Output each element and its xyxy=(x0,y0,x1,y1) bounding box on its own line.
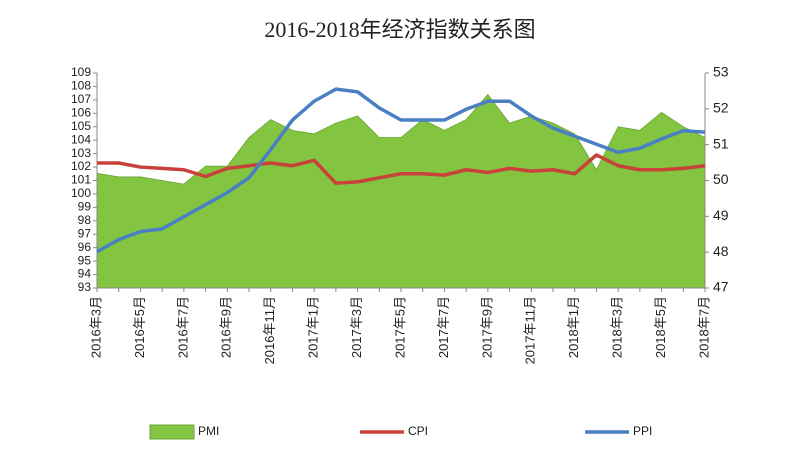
y-tick-label: 100 xyxy=(71,186,91,200)
y2-tick-label: 52 xyxy=(713,100,729,116)
y-tick-label: 106 xyxy=(71,105,91,119)
y-tick-label: 109 xyxy=(71,65,91,79)
x-tick-label: 2016年3月 xyxy=(88,296,103,358)
x-tick-label: 2017年7月 xyxy=(436,296,451,358)
legend-label: PMI xyxy=(198,424,219,438)
y2-tick-label: 48 xyxy=(713,243,729,259)
x-tick-label: 2016年9月 xyxy=(219,296,234,358)
y-tick-label: 101 xyxy=(71,173,91,187)
legend-swatch xyxy=(149,424,195,440)
y-tick-label: 103 xyxy=(71,146,91,160)
y-tick-label: 108 xyxy=(71,79,91,93)
y2-tick-label: 47 xyxy=(713,279,729,295)
y-tick-label: 97 xyxy=(78,226,92,240)
chart-title: 2016-2018年经济指数关系图 xyxy=(264,17,535,42)
ppi-line xyxy=(96,87,706,254)
x-tick-label: 2016年7月 xyxy=(175,296,190,358)
y-tick-label: 107 xyxy=(71,92,91,106)
x-tick-label: 2018年7月 xyxy=(696,296,711,358)
x-tick-label: 2017年9月 xyxy=(479,296,494,358)
x-tick-label: 2017年11月 xyxy=(523,296,538,364)
y2-tick-label: 50 xyxy=(713,171,729,187)
y-tick-label: 102 xyxy=(71,159,91,173)
y-tick-label: 93 xyxy=(78,280,92,294)
y-tick-label: 96 xyxy=(78,240,92,254)
y2-tick-label: 49 xyxy=(713,207,729,223)
cpi-line xyxy=(97,153,706,185)
x-tick-label: 2018年5月 xyxy=(653,296,668,358)
legend-label: PPI xyxy=(633,424,652,438)
x-tick-label: 2017年5月 xyxy=(392,296,407,358)
x-tick-label: 2017年3月 xyxy=(349,296,364,358)
x-tick-label: 2018年3月 xyxy=(610,296,625,358)
y-tick-label: 104 xyxy=(71,132,91,146)
x-tick-label: 2018年1月 xyxy=(566,296,581,358)
x-tick-label: 2017年1月 xyxy=(306,296,321,358)
x-tick-label: 2016年5月 xyxy=(132,296,147,358)
y2-tick-label: 53 xyxy=(713,64,729,80)
x-tick-label: 2016年11月 xyxy=(262,296,277,364)
legend-label: CPI xyxy=(408,424,428,438)
y-tick-label: 98 xyxy=(78,213,92,227)
pmi-area xyxy=(96,93,706,289)
y-tick-label: 99 xyxy=(78,200,92,214)
y2-tick-label: 51 xyxy=(713,135,729,151)
y-tick-label: 94 xyxy=(78,267,92,281)
y-tick-label: 95 xyxy=(78,253,92,267)
y-tick-label: 105 xyxy=(71,119,91,133)
